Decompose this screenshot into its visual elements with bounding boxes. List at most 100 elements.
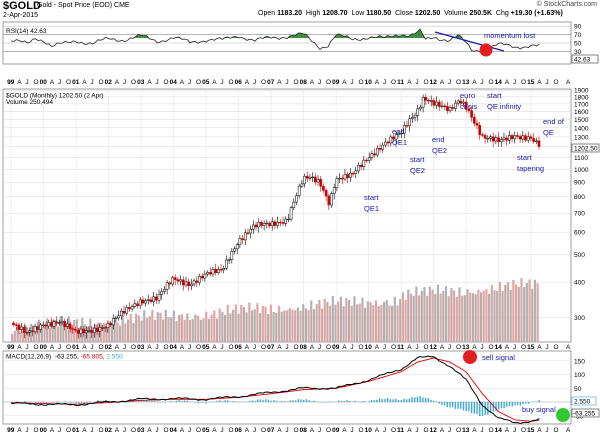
candle-body bbox=[359, 165, 363, 167]
volume-bar bbox=[514, 284, 518, 342]
volume-bar bbox=[199, 319, 202, 342]
signal-value: -65.805 bbox=[81, 354, 103, 361]
candle-body bbox=[47, 322, 50, 327]
x-month-label: O bbox=[99, 427, 104, 434]
x-month-label: J bbox=[383, 79, 386, 86]
volume-bar bbox=[318, 299, 321, 342]
candle-body bbox=[52, 321, 56, 327]
macd-histogram-bar bbox=[140, 400, 142, 402]
volume-bar bbox=[51, 319, 54, 342]
price-panel: 1900180017001600150014001300120011001000… bbox=[2, 88, 600, 343]
volume-bar bbox=[307, 310, 310, 342]
x-month-label: O bbox=[131, 427, 136, 434]
volume-bar bbox=[256, 303, 259, 342]
candle-body bbox=[95, 327, 99, 332]
x-month-label: J bbox=[513, 427, 516, 434]
macd-histogram-bar bbox=[270, 400, 272, 402]
macd-signal-line bbox=[11, 357, 540, 422]
x-month-label: O bbox=[326, 427, 331, 434]
x-year-label: 06 bbox=[235, 427, 243, 434]
macd-histogram-bar bbox=[476, 402, 478, 415]
price-annotation-line: start bbox=[487, 91, 503, 100]
volume-bar bbox=[148, 316, 151, 342]
macd-panel: sell signal buy signal MACD(12,26,9) -63… bbox=[2, 350, 600, 425]
macd-histogram-bar bbox=[29, 402, 31, 403]
volume-bar bbox=[124, 323, 127, 342]
candle-body bbox=[17, 324, 21, 330]
volume-bar bbox=[498, 281, 501, 342]
x-axis-price: 99 A J O 00 A J O 01 A J O 02 A J O 03 A J O 04 A J O 05 A J O 06 A J O… bbox=[7, 344, 571, 351]
macd-histogram-bar bbox=[53, 402, 56, 403]
macd-histogram-bar bbox=[273, 400, 275, 402]
volume-bar bbox=[536, 283, 539, 342]
macd-histogram-bar bbox=[197, 402, 199, 404]
macd-histogram-bar bbox=[368, 401, 370, 402]
high-value: 1208.70 bbox=[322, 10, 348, 17]
x-month-label: J bbox=[25, 344, 28, 351]
macd-histogram-bar bbox=[473, 402, 476, 414]
volume-bar bbox=[70, 326, 73, 342]
x-month-label: J bbox=[155, 427, 158, 434]
rsi-label: RSI(14) 42.63 bbox=[6, 28, 47, 35]
x-year-label: 00 bbox=[40, 79, 48, 86]
x-month-label: J bbox=[480, 344, 483, 351]
macd-histogram-bar bbox=[446, 402, 448, 408]
volume-bar bbox=[434, 294, 437, 342]
x-month-label: A bbox=[472, 427, 477, 434]
x-year-label: 11 bbox=[397, 344, 404, 351]
macd-histogram-bar bbox=[392, 399, 394, 402]
volume-bar bbox=[108, 321, 111, 342]
volume-bar bbox=[285, 310, 289, 342]
candle-body bbox=[284, 218, 288, 224]
high-label: High bbox=[305, 10, 321, 17]
x-month-label: O bbox=[359, 79, 364, 86]
macd-histogram-bar bbox=[232, 401, 235, 402]
candle-body bbox=[446, 106, 449, 111]
x-month-label: J bbox=[480, 427, 483, 434]
x-month-label: J bbox=[285, 79, 288, 86]
volume-bar bbox=[315, 304, 318, 342]
volume-bar bbox=[372, 305, 375, 342]
x-month-label: O bbox=[424, 427, 429, 434]
price-annotation-line: QE1 bbox=[392, 138, 407, 147]
macd-histogram-bar bbox=[265, 399, 267, 402]
macd-histogram-bar bbox=[99, 401, 102, 402]
x-year-label: 02 bbox=[105, 427, 113, 434]
macd-histogram-bar bbox=[303, 399, 305, 402]
x-month-label: A bbox=[407, 344, 412, 351]
x-year-label: 13 bbox=[462, 79, 470, 86]
macd-y-tick-label: 50 bbox=[574, 386, 582, 393]
macd-histogram-bar bbox=[484, 402, 486, 415]
close-value: 1202.50 bbox=[414, 10, 441, 17]
x-month-label: O bbox=[424, 79, 429, 86]
candle-body bbox=[381, 144, 385, 150]
volume-bar bbox=[339, 296, 343, 342]
macd-histogram-bar bbox=[340, 400, 343, 402]
macd-histogram-bar bbox=[479, 402, 481, 417]
volume-bar bbox=[81, 317, 84, 342]
volume-bar bbox=[197, 315, 200, 342]
candle-body bbox=[338, 177, 341, 180]
macd-sep-2: , bbox=[103, 354, 107, 361]
x-month-label: A bbox=[407, 79, 412, 86]
macd-histogram-bar bbox=[373, 400, 375, 402]
x-month-label: O bbox=[489, 427, 494, 434]
volume-bar bbox=[342, 306, 345, 342]
x-month-label: O bbox=[456, 344, 461, 351]
candle-body bbox=[276, 221, 279, 226]
volume-bar bbox=[24, 324, 27, 342]
volume-bar bbox=[283, 310, 286, 342]
price-y-tick-label: 1700 bbox=[574, 101, 589, 108]
volume-bar bbox=[288, 308, 291, 342]
x-month-label: O bbox=[456, 427, 461, 434]
x-month-label: O bbox=[489, 79, 494, 86]
macd-histogram-bar bbox=[313, 400, 316, 402]
volume-bar bbox=[331, 295, 334, 342]
macd-histogram-bar bbox=[183, 400, 186, 402]
x-year-label: 15 bbox=[527, 344, 535, 351]
volume-bar bbox=[183, 319, 186, 342]
x-month-label: A bbox=[407, 427, 412, 434]
x-month-label: A bbox=[212, 427, 217, 434]
macd-histogram-bar bbox=[470, 402, 473, 414]
macd-histogram-bar bbox=[435, 401, 438, 402]
